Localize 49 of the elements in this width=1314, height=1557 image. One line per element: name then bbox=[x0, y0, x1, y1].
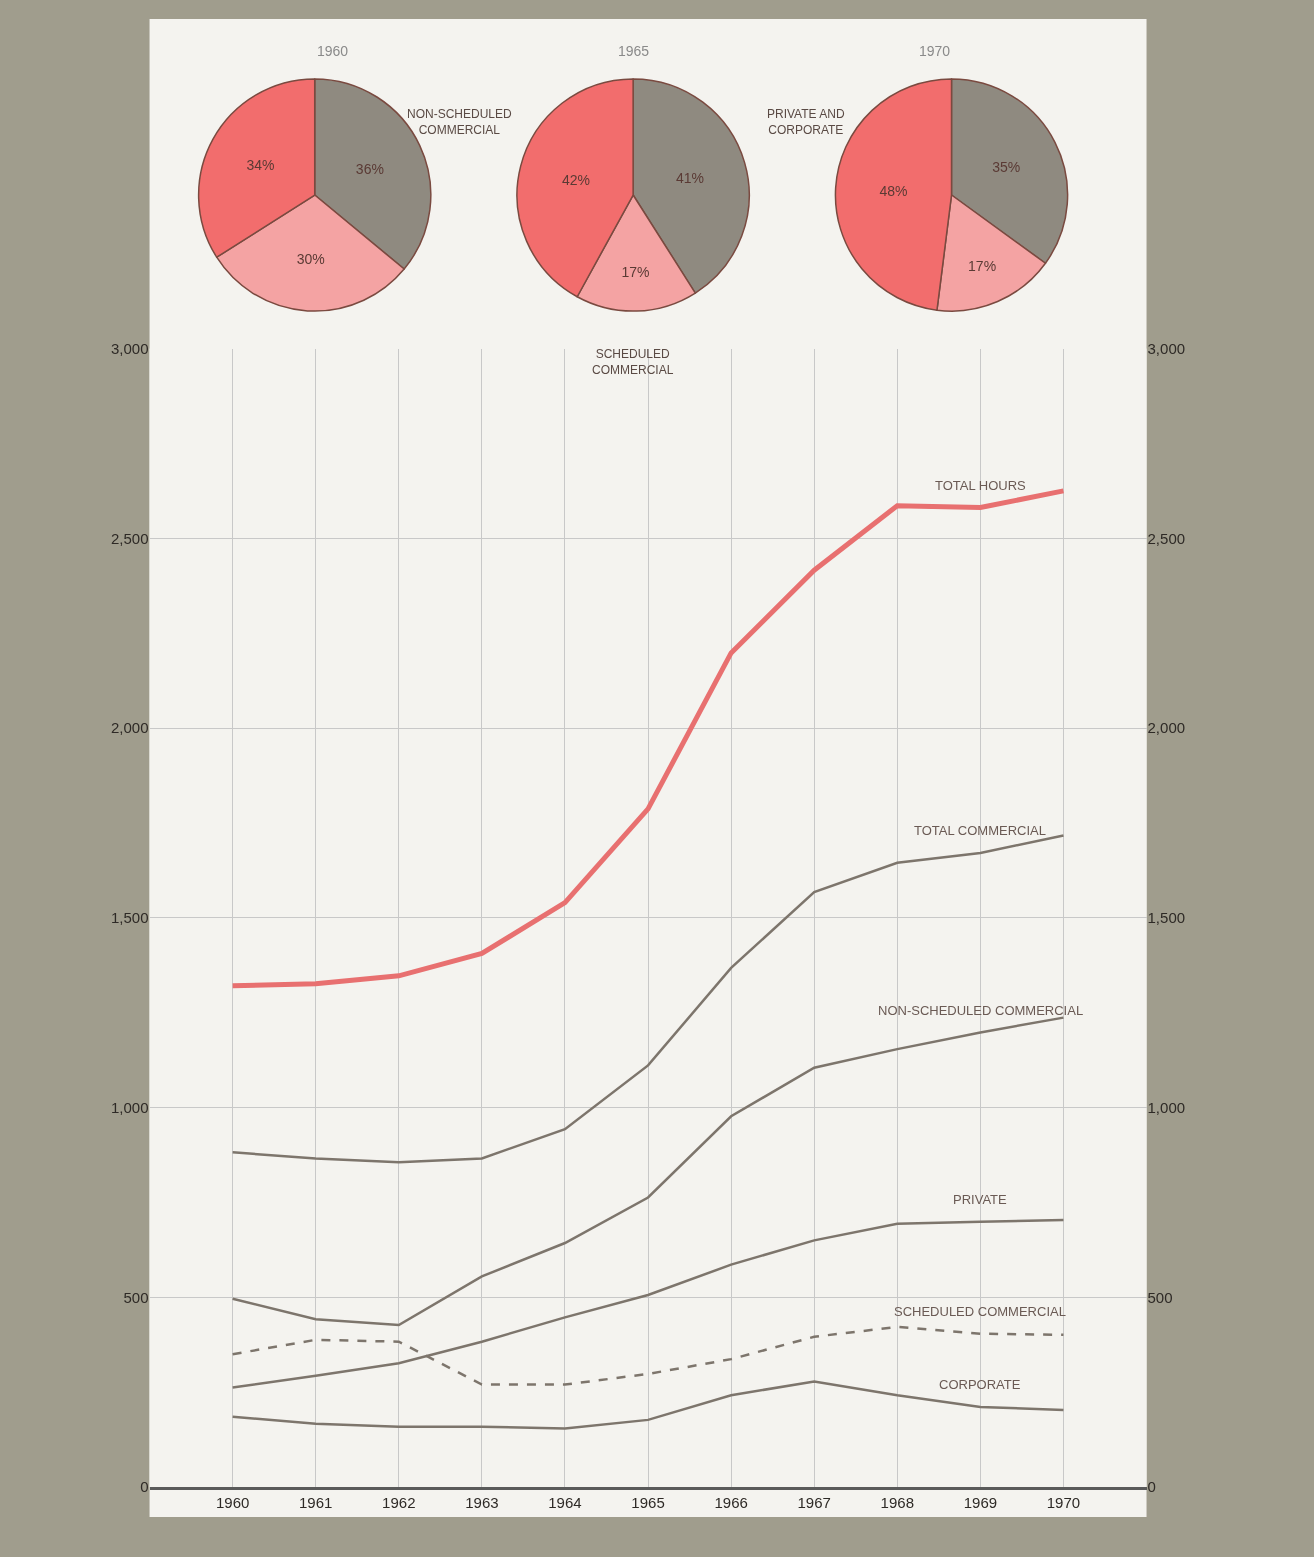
chart-title: 1960 bbox=[317, 43, 349, 59]
line-series bbox=[231, 1016, 1065, 1327]
y-tick-label: 1,000 bbox=[111, 1098, 149, 1116]
x-tick-label: 1965 bbox=[631, 1494, 665, 1512]
x-tick-label: 1963 bbox=[465, 1494, 499, 1512]
data-label: 42% bbox=[561, 172, 591, 189]
x-tick-label: 1967 bbox=[797, 1494, 831, 1512]
chart-title: 1965 bbox=[618, 43, 650, 59]
data-label: 34% bbox=[246, 157, 275, 174]
y-tick-label: 2,500 bbox=[111, 529, 149, 547]
x-tick-label: 1969 bbox=[963, 1494, 998, 1512]
y-tick-label: 3,000 bbox=[111, 339, 149, 357]
series-label: SCHEDULED COMMERCIAL bbox=[894, 1304, 1066, 1319]
data-label: 41% bbox=[675, 170, 705, 187]
data-label: 17% bbox=[621, 263, 650, 280]
series-label: TOTAL COMMERCIAL bbox=[914, 823, 1046, 838]
x-tick-label: 1970 bbox=[1046, 1494, 1081, 1512]
series-label: PRIVATE bbox=[953, 1192, 1008, 1207]
series-label: TOTAL HOURS bbox=[935, 478, 1027, 493]
data-label: 17% bbox=[968, 257, 997, 274]
slice-label: PRIVATE AND CORPORATE bbox=[767, 107, 845, 137]
y2-tick-label: 500 bbox=[1147, 1288, 1173, 1306]
x-tick-label: 1968 bbox=[880, 1494, 914, 1512]
y-tick-label: 0 bbox=[140, 1478, 149, 1496]
y-tick-label: 2,000 bbox=[111, 719, 149, 737]
y2-tick-label: 1,000 bbox=[1147, 1098, 1186, 1116]
line-series bbox=[231, 1218, 1065, 1389]
x-tick-label: 1961 bbox=[299, 1494, 333, 1512]
x-tick-label: 1962 bbox=[382, 1494, 416, 1512]
y-tick-label: 500 bbox=[123, 1288, 149, 1306]
data-label: 36% bbox=[355, 161, 384, 178]
chart-title: 1970 bbox=[919, 43, 951, 59]
y2-tick-label: 2,000 bbox=[1147, 719, 1186, 737]
x-tick-label: 1960 bbox=[215, 1494, 250, 1512]
data-label: 48% bbox=[879, 183, 908, 200]
y2-tick-label: 3,000 bbox=[1147, 339, 1186, 357]
line-series bbox=[231, 1380, 1065, 1430]
series-label: NON-SCHEDULED COMMERCIAL bbox=[878, 1003, 1084, 1018]
y2-tick-label: 1,500 bbox=[1147, 909, 1186, 927]
y2-tick-label: 2,500 bbox=[1147, 529, 1186, 547]
data-label: 30% bbox=[296, 251, 325, 268]
series-label: CORPORATE bbox=[939, 1377, 1021, 1392]
data-label: 35% bbox=[992, 159, 1021, 176]
x-tick-label: 1966 bbox=[714, 1494, 748, 1512]
y-tick-label: 1,500 bbox=[111, 909, 149, 927]
x-tick-label: 1964 bbox=[548, 1494, 582, 1512]
y2-tick-label: 0 bbox=[1147, 1478, 1156, 1496]
slice-label: NON-SCHEDULED COMMERCIAL bbox=[407, 107, 513, 137]
slice-label: SCHEDULED COMMERCIAL bbox=[592, 347, 674, 377]
